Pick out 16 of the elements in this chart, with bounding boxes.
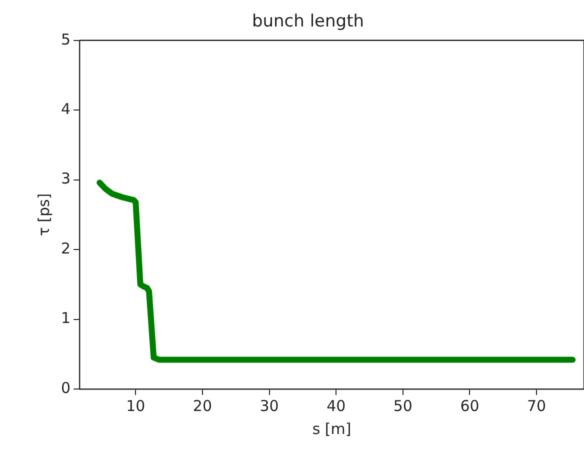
y-tick-label: 4 [60, 100, 71, 118]
y-tick-label: 5 [60, 30, 71, 48]
x-tick-label: 70 [527, 396, 546, 415]
x-axis-title: s [m] [312, 420, 352, 438]
y-tick-label: 2 [60, 239, 71, 258]
y-axis-title: τ [ps] [34, 193, 53, 236]
x-tick-label: 40 [326, 396, 346, 415]
x-tick-label: 10 [126, 396, 146, 415]
y-tick-label: 3 [60, 170, 71, 188]
x-tick-label: 50 [393, 396, 412, 415]
y-tick-label: 1 [60, 309, 71, 328]
y-tick-label: 0 [60, 378, 71, 397]
x-tick-label: 60 [460, 396, 480, 415]
x-tick-label: 30 [260, 396, 279, 415]
x-tick-label: 20 [192, 396, 212, 415]
chart-title: bunch length [252, 12, 364, 32]
